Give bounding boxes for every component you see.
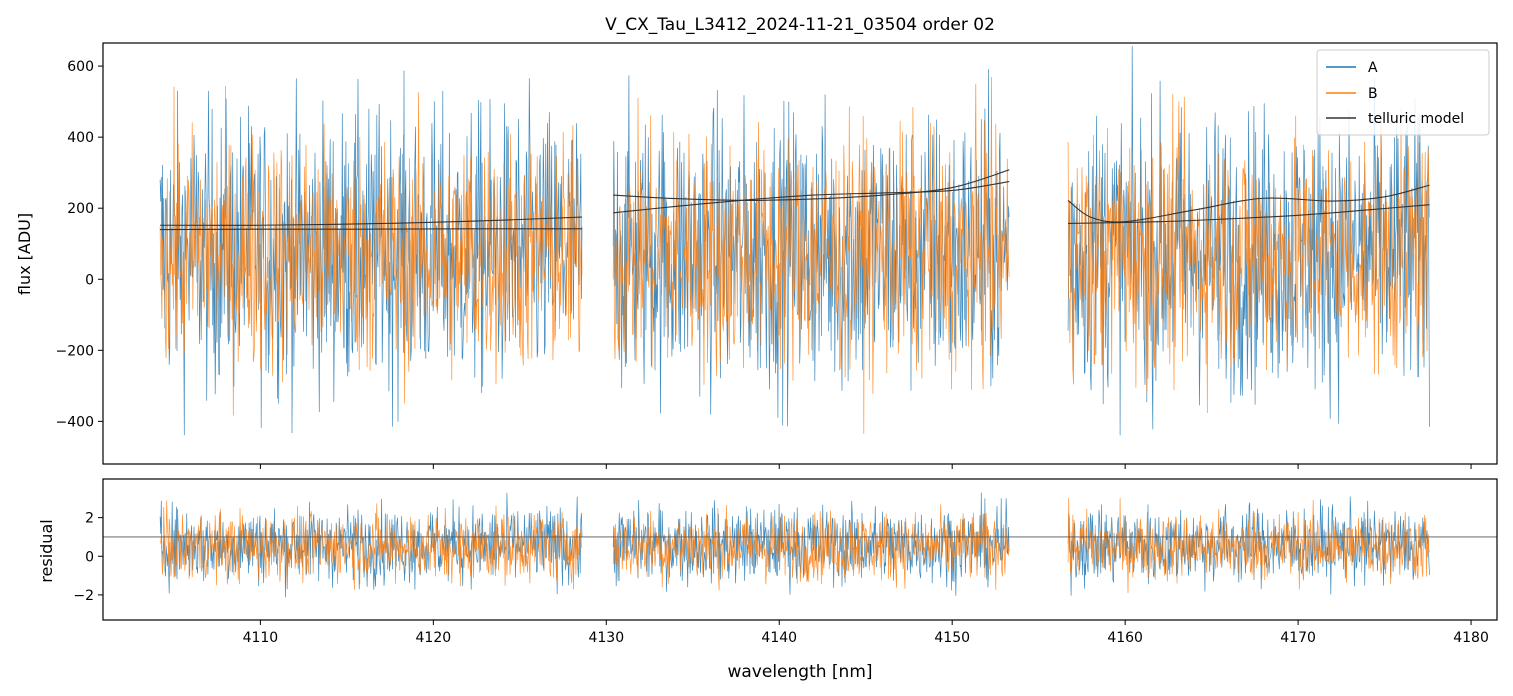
series-a-flux-segment-2	[612, 69, 1010, 427]
flux-panel-data	[159, 46, 1430, 436]
residual-ytick-label: 0	[85, 549, 94, 565]
wavelength-xtick-label: 4120	[416, 630, 452, 646]
flux-ytick-label: 400	[67, 130, 94, 146]
wavelength-axis-label: wavelength [nm]	[727, 662, 872, 682]
wavelength-xtick-label: 4160	[1107, 630, 1143, 646]
wavelength-xtick-label: 4150	[934, 630, 970, 646]
flux-ytick-label: 200	[67, 201, 94, 217]
flux-ytick-label: 600	[67, 59, 94, 75]
flux-panel-frame	[102, 42, 1498, 465]
telluric-model-curve-2	[160, 228, 583, 231]
flux-panel-axes: −400 −200 0 200 400 600	[56, 59, 1472, 469]
legend-label-a: A	[1368, 60, 1378, 76]
residual-axis-label: residual	[37, 519, 56, 582]
legend: A B telluric model	[1316, 49, 1490, 136]
series-b-flux-segment-1	[159, 85, 583, 416]
telluric-model-curve-6	[1068, 204, 1430, 225]
chart-title: V_CX_Tau_L3412_2024-11-21_03504 order 02	[605, 15, 995, 35]
series-a-flux-segment-1	[159, 70, 583, 436]
telluric-model-curve-5	[1067, 184, 1430, 223]
series-b-residual-segment-1	[159, 500, 583, 590]
telluric-model-curve-4	[613, 181, 1010, 214]
flux-ytick-label: −200	[56, 343, 94, 359]
residual-panel-axes: −2 0 2 4110 4120 4130 4140 4150 4160 4170 4180	[73, 511, 1489, 646]
series-b-flux-segment-2	[612, 76, 1010, 434]
wavelength-xtick-label: 4130	[588, 630, 624, 646]
residual-panel-data	[103, 492, 1497, 598]
telluric-model-curve-3	[613, 169, 1010, 201]
wavelength-xtick-label: 4110	[243, 630, 279, 646]
series-b-residual-segment-2	[612, 504, 1010, 591]
flux-ytick-label: −400	[56, 414, 94, 430]
residual-ytick-label: −2	[73, 588, 94, 604]
residual-ytick-label: 2	[85, 511, 94, 527]
flux-ytick-label: 0	[85, 272, 94, 288]
telluric-model-curve-1	[160, 216, 583, 226]
series-b-residual-segment-3	[1067, 498, 1430, 594]
residual-panel-frame	[102, 478, 1498, 621]
flux-axis-label: flux [ADU]	[15, 213, 34, 295]
legend-box	[1316, 49, 1490, 136]
wavelength-xtick-label: 4140	[761, 630, 797, 646]
legend-label-telluric: telluric model	[1368, 111, 1464, 127]
legend-label-b: B	[1368, 86, 1378, 102]
wavelength-xtick-label: 4180	[1453, 630, 1489, 646]
wavelength-xtick-label: 4170	[1280, 630, 1316, 646]
